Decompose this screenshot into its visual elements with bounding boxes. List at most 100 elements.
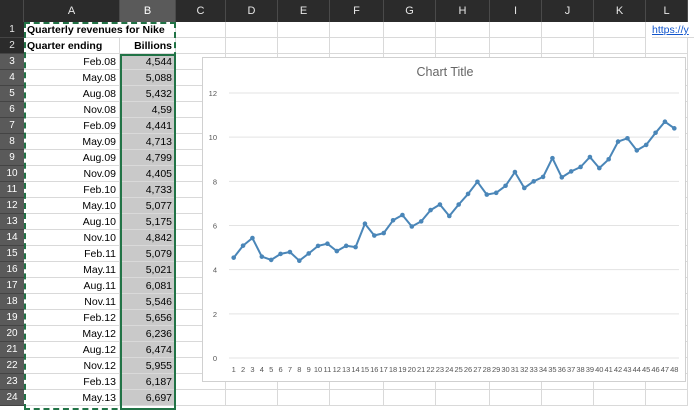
column-header-l[interactable]: L bbox=[646, 0, 688, 22]
cell-a20[interactable]: May.12 bbox=[24, 326, 120, 342]
data-point[interactable] bbox=[334, 248, 340, 254]
column-header-c[interactable]: C bbox=[176, 0, 226, 22]
cell-a11[interactable]: Feb.10 bbox=[24, 182, 120, 198]
data-point[interactable] bbox=[653, 130, 658, 136]
data-point[interactable] bbox=[512, 169, 518, 175]
cell-empty[interactable] bbox=[646, 374, 688, 390]
data-point[interactable] bbox=[643, 142, 649, 148]
data-point[interactable] bbox=[315, 243, 321, 249]
cell-empty[interactable] bbox=[594, 22, 646, 38]
cell-empty[interactable] bbox=[542, 390, 594, 406]
cell-empty[interactable] bbox=[384, 22, 436, 38]
cell-b7[interactable]: 4,441 bbox=[120, 118, 176, 134]
cell-empty[interactable] bbox=[646, 390, 688, 406]
cell-a6[interactable]: Nov.08 bbox=[24, 102, 120, 118]
row-header[interactable]: 22 bbox=[0, 358, 24, 374]
chart-title[interactable]: Chart Title bbox=[417, 65, 474, 79]
column-header-a[interactable]: A bbox=[24, 0, 120, 22]
cell-a12[interactable]: May.10 bbox=[24, 198, 120, 214]
row-header[interactable]: 16 bbox=[0, 262, 24, 278]
hyperlink[interactable]: https://y bbox=[652, 24, 689, 36]
row-header[interactable]: 24 bbox=[0, 390, 24, 406]
row-header[interactable]: 13 bbox=[0, 214, 24, 230]
cell-a9[interactable]: Aug.09 bbox=[24, 150, 120, 166]
data-point[interactable] bbox=[409, 224, 415, 229]
data-point[interactable] bbox=[428, 207, 433, 213]
data-point[interactable] bbox=[278, 251, 283, 257]
data-point[interactable] bbox=[465, 191, 471, 197]
cell-empty[interactable] bbox=[594, 38, 646, 54]
data-point[interactable] bbox=[550, 155, 555, 161]
cell-a10[interactable]: Nov.09 bbox=[24, 166, 120, 182]
cell-L1[interactable]: https://y bbox=[652, 22, 694, 38]
data-point[interactable] bbox=[559, 175, 565, 180]
row-header[interactable]: 3 bbox=[0, 54, 24, 70]
cell-empty[interactable] bbox=[278, 374, 330, 390]
cell-empty[interactable] bbox=[176, 38, 226, 54]
cell-a13[interactable]: Aug.10 bbox=[24, 214, 120, 230]
cell-a8[interactable]: May.09 bbox=[24, 134, 120, 150]
cell-b20[interactable]: 6,236 bbox=[120, 326, 176, 342]
series-line[interactable] bbox=[232, 120, 675, 262]
column-header-h[interactable]: H bbox=[436, 0, 490, 22]
cell-b12[interactable]: 5,077 bbox=[120, 198, 176, 214]
row-header[interactable]: 6 bbox=[0, 102, 24, 118]
data-point[interactable] bbox=[400, 212, 405, 218]
cell-b21[interactable]: 6,474 bbox=[120, 342, 176, 358]
cell-a15[interactable]: Feb.11 bbox=[24, 246, 120, 262]
data-point[interactable] bbox=[287, 249, 293, 255]
row-header[interactable]: 7 bbox=[0, 118, 24, 134]
cell-a23[interactable]: Feb.13 bbox=[24, 374, 120, 390]
cell-a14[interactable]: Nov.10 bbox=[24, 230, 120, 246]
cell-b3[interactable]: 4,544 bbox=[120, 54, 176, 70]
data-point[interactable] bbox=[531, 179, 536, 184]
cell-a24[interactable]: May.13 bbox=[24, 390, 120, 406]
row-header[interactable]: 20 bbox=[0, 326, 24, 342]
data-point[interactable] bbox=[343, 243, 349, 249]
cell-empty[interactable] bbox=[278, 22, 330, 38]
cell-empty[interactable] bbox=[384, 374, 436, 390]
cell-empty[interactable] bbox=[226, 22, 278, 38]
data-point[interactable] bbox=[522, 185, 527, 191]
cell-b18[interactable]: 5,546 bbox=[120, 294, 176, 310]
data-point[interactable] bbox=[259, 254, 265, 259]
cell-empty[interactable] bbox=[436, 374, 490, 390]
row-header[interactable]: 5 bbox=[0, 86, 24, 102]
cell-empty[interactable] bbox=[490, 22, 542, 38]
data-point[interactable] bbox=[418, 219, 424, 224]
cell-b16[interactable]: 5,021 bbox=[120, 262, 176, 278]
data-point[interactable] bbox=[672, 126, 677, 131]
cell-empty[interactable] bbox=[436, 390, 490, 406]
data-point[interactable] bbox=[390, 217, 396, 223]
row-header[interactable]: 15 bbox=[0, 246, 24, 262]
column-header-f[interactable]: F bbox=[330, 0, 384, 22]
data-point[interactable] bbox=[456, 202, 461, 207]
select-all-corner[interactable] bbox=[0, 0, 24, 22]
cell-b22[interactable]: 5,955 bbox=[120, 358, 176, 374]
data-point[interactable] bbox=[362, 221, 368, 227]
cell-empty[interactable] bbox=[490, 374, 542, 390]
cell-empty[interactable] bbox=[490, 38, 542, 54]
row-header[interactable]: 14 bbox=[0, 230, 24, 246]
cell-empty[interactable] bbox=[436, 22, 490, 38]
row-header[interactable]: 17 bbox=[0, 278, 24, 294]
data-point[interactable] bbox=[372, 233, 377, 238]
row-header[interactable]: 19 bbox=[0, 310, 24, 326]
cell-empty[interactable] bbox=[542, 374, 594, 390]
cell-empty[interactable] bbox=[330, 374, 384, 390]
data-point[interactable] bbox=[662, 119, 668, 125]
row-header[interactable]: 18 bbox=[0, 294, 24, 310]
row-header[interactable]: 9 bbox=[0, 150, 24, 166]
cell-empty[interactable] bbox=[330, 22, 384, 38]
cell-a2[interactable]: Quarter ending bbox=[24, 38, 120, 54]
data-point[interactable] bbox=[306, 251, 311, 256]
column-header-i[interactable]: I bbox=[490, 0, 542, 22]
cell-empty[interactable] bbox=[330, 38, 384, 54]
data-point[interactable] bbox=[615, 139, 621, 144]
cell-a19[interactable]: Feb.12 bbox=[24, 310, 120, 326]
data-point[interactable] bbox=[381, 230, 386, 236]
cell-b10[interactable]: 4,405 bbox=[120, 166, 176, 182]
data-point[interactable] bbox=[597, 165, 602, 171]
cell-empty[interactable] bbox=[226, 374, 278, 390]
row-header[interactable]: 11 bbox=[0, 182, 24, 198]
